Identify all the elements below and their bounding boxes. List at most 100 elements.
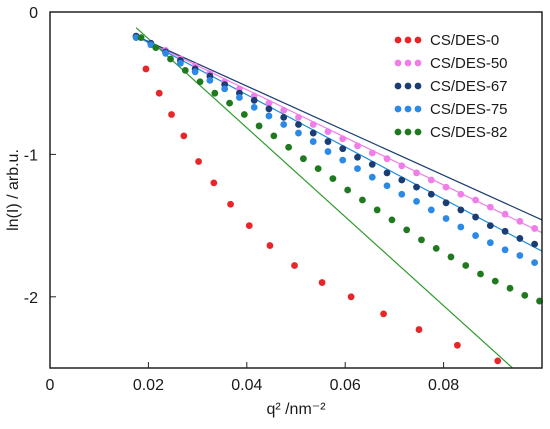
data-point xyxy=(295,129,302,137)
data-point xyxy=(132,34,140,42)
data-point xyxy=(347,293,355,301)
data-point xyxy=(462,262,470,269)
legend-marker xyxy=(404,105,412,113)
data-point xyxy=(309,138,317,145)
legend-marker xyxy=(404,36,412,44)
data-point xyxy=(180,132,188,140)
data-point xyxy=(486,203,494,211)
data-point xyxy=(506,284,514,292)
data-point xyxy=(255,122,263,130)
data-point xyxy=(472,213,479,221)
data-point xyxy=(181,66,189,74)
legend-marker xyxy=(414,36,422,44)
data-point xyxy=(531,240,539,248)
data-point xyxy=(494,357,502,365)
data-point xyxy=(226,99,233,107)
legend-marker xyxy=(414,128,422,136)
data-point xyxy=(388,216,396,224)
data-point xyxy=(142,65,150,73)
data-point xyxy=(531,259,539,267)
data-point xyxy=(191,68,199,76)
x-tick-label: 0.02 xyxy=(133,377,164,394)
data-point xyxy=(368,160,376,168)
data-point xyxy=(383,155,391,163)
data-point xyxy=(280,106,288,114)
data-point xyxy=(250,96,258,104)
y-tick-label: 0 xyxy=(29,5,38,22)
data-point xyxy=(413,197,420,205)
data-point xyxy=(398,162,406,170)
data-point xyxy=(240,111,248,118)
series-cs-des-75 xyxy=(132,34,539,267)
data-point xyxy=(265,99,273,107)
legend: CS/DES-0 CS/DES-50 CS/DES-67 CS/DES-75 CS/DE… xyxy=(394,32,508,141)
data-point xyxy=(413,183,420,191)
data-point xyxy=(339,156,347,164)
series-cs-des-82 xyxy=(137,34,543,305)
data-point xyxy=(162,49,170,57)
data-point xyxy=(415,326,423,333)
y-tick-label: -2 xyxy=(24,290,38,307)
data-point xyxy=(318,279,326,286)
data-point xyxy=(354,142,361,150)
data-point xyxy=(211,89,219,97)
data-point xyxy=(339,145,347,153)
legend-item-cs-des-82: CS/DES-82 xyxy=(394,124,508,141)
legend-marker xyxy=(394,128,402,136)
data-point xyxy=(472,232,479,239)
data-point xyxy=(324,148,332,155)
data-point xyxy=(457,223,465,231)
data-point xyxy=(339,135,347,143)
data-point xyxy=(413,169,420,177)
data-point xyxy=(265,112,273,120)
legend-item-cs-des-75: CS/DES-75 xyxy=(394,101,508,118)
data-point xyxy=(403,226,411,234)
data-point xyxy=(501,227,509,235)
data-point xyxy=(291,262,298,269)
data-point xyxy=(295,113,302,121)
data-point xyxy=(486,239,494,247)
data-point xyxy=(380,310,387,318)
data-point xyxy=(457,206,465,214)
x-tick-label: 0.08 xyxy=(428,377,459,394)
data-point xyxy=(354,165,361,173)
data-point xyxy=(176,59,184,67)
x-tick-label: 0.06 xyxy=(330,377,361,394)
data-point xyxy=(486,222,494,230)
legend-marker xyxy=(394,105,402,113)
data-point xyxy=(152,44,160,51)
legend-marker xyxy=(394,36,402,44)
data-point xyxy=(531,225,539,232)
legend-marker xyxy=(394,59,402,67)
data-point xyxy=(221,85,229,93)
data-point xyxy=(324,138,332,145)
data-point xyxy=(344,186,352,194)
data-point xyxy=(536,297,543,305)
data-point xyxy=(195,158,202,165)
data-point xyxy=(442,199,450,207)
data-point xyxy=(168,111,175,118)
legend-marker xyxy=(414,59,422,67)
data-point xyxy=(368,173,376,181)
data-point xyxy=(477,270,484,278)
legend-label: CS/DES-50 xyxy=(430,55,508,72)
data-point xyxy=(206,76,214,84)
data-point xyxy=(295,121,302,128)
legend-marker xyxy=(404,82,412,90)
data-point xyxy=(227,200,234,208)
data-point xyxy=(432,244,440,252)
legend-marker xyxy=(414,105,422,113)
data-point xyxy=(309,121,317,128)
data-point xyxy=(245,222,253,230)
data-point xyxy=(516,217,524,225)
data-point xyxy=(373,206,381,214)
data-point xyxy=(359,196,366,204)
data-point xyxy=(457,190,465,198)
data-point xyxy=(398,176,406,184)
data-point xyxy=(155,89,163,97)
data-point xyxy=(167,55,174,63)
data-point xyxy=(368,149,376,157)
y-tick-label: -1 xyxy=(24,147,38,164)
data-point xyxy=(516,235,524,242)
x-tick-label: 0.04 xyxy=(231,377,262,394)
